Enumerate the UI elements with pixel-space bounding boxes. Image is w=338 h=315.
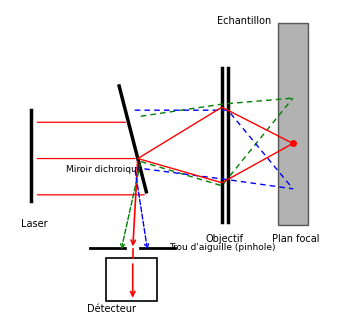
Text: Détecteur: Détecteur [87,304,136,314]
Text: Echantillon: Echantillon [217,16,272,26]
Text: Laser: Laser [21,219,48,229]
Text: Plan focal: Plan focal [272,234,319,244]
Bar [278,23,308,225]
Text: Objectif: Objectif [205,234,243,244]
Text: Miroir dichroique: Miroir dichroique [66,165,143,174]
Text: Trou d'aiguille (pinhole): Trou d'aiguille (pinhole) [169,243,275,252]
Bar [105,258,157,301]
